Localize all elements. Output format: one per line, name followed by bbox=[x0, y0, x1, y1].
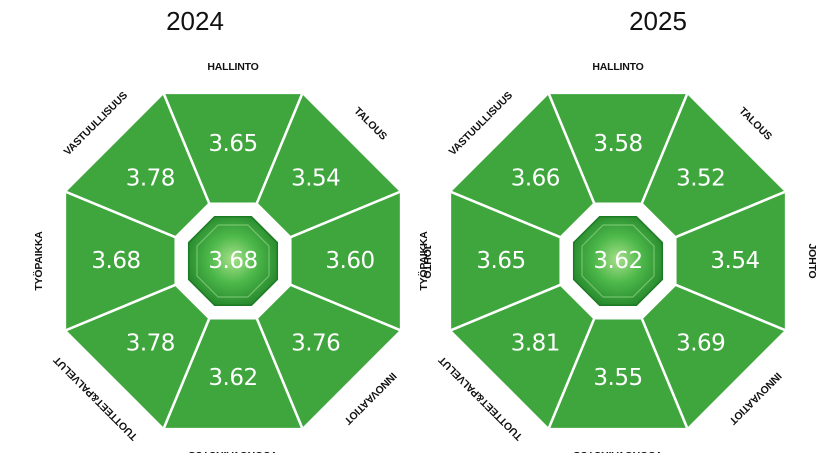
label-vuorovaikutus: VUOROVAIKUTUS bbox=[573, 449, 662, 453]
label-talous: TALOUS bbox=[736, 105, 774, 143]
value-vuorovaikutus: 3.55 bbox=[593, 365, 642, 391]
year-title-2025: 2025 bbox=[629, 6, 687, 36]
label-tyopaikka: TYÖPAIKKA bbox=[417, 231, 430, 291]
value-tyopaikka: 3.65 bbox=[476, 248, 525, 274]
center-value: 3.62 bbox=[593, 248, 642, 274]
label-vuorovaikutus: VUOROVAIKUTUS bbox=[188, 449, 277, 453]
value-innovaatiot: 3.69 bbox=[676, 331, 725, 357]
value-talous: 3.54 bbox=[291, 165, 340, 191]
value-hallinto: 3.58 bbox=[593, 131, 642, 157]
value-hallinto: 3.65 bbox=[208, 131, 257, 157]
value-tuotteet-palvelut: 3.78 bbox=[126, 331, 175, 357]
label-johto: JOHTO bbox=[806, 244, 818, 279]
segment-vastuullisuus bbox=[62, 90, 211, 239]
value-innovaatiot: 3.76 bbox=[291, 331, 340, 357]
label-tyopaikka: TYÖPAIKKA bbox=[32, 231, 45, 291]
value-vastuullisuus: 3.66 bbox=[511, 165, 560, 191]
center-gem bbox=[572, 215, 664, 307]
value-tuotteet-palvelut: 3.81 bbox=[511, 331, 560, 357]
center-gem-facet bbox=[196, 224, 270, 298]
segment-vastuullisuus bbox=[447, 90, 596, 239]
label-hallinto: HALLINTO bbox=[592, 61, 643, 73]
label-hallinto: HALLINTO bbox=[207, 61, 258, 73]
label-talous: TALOUS bbox=[351, 105, 389, 143]
value-tyopaikka: 3.68 bbox=[91, 248, 140, 274]
center-gem bbox=[187, 215, 279, 307]
value-johto: 3.54 bbox=[710, 248, 759, 274]
year-title-2024: 2024 bbox=[166, 6, 224, 36]
center-gem-facet bbox=[581, 224, 655, 298]
value-talous: 3.52 bbox=[676, 165, 725, 191]
value-vastuullisuus: 3.78 bbox=[126, 165, 175, 191]
value-johto: 3.60 bbox=[325, 248, 374, 274]
value-vuorovaikutus: 3.62 bbox=[208, 365, 257, 391]
center-value: 3.68 bbox=[208, 248, 257, 274]
label-johto: JOHTO bbox=[421, 244, 433, 279]
